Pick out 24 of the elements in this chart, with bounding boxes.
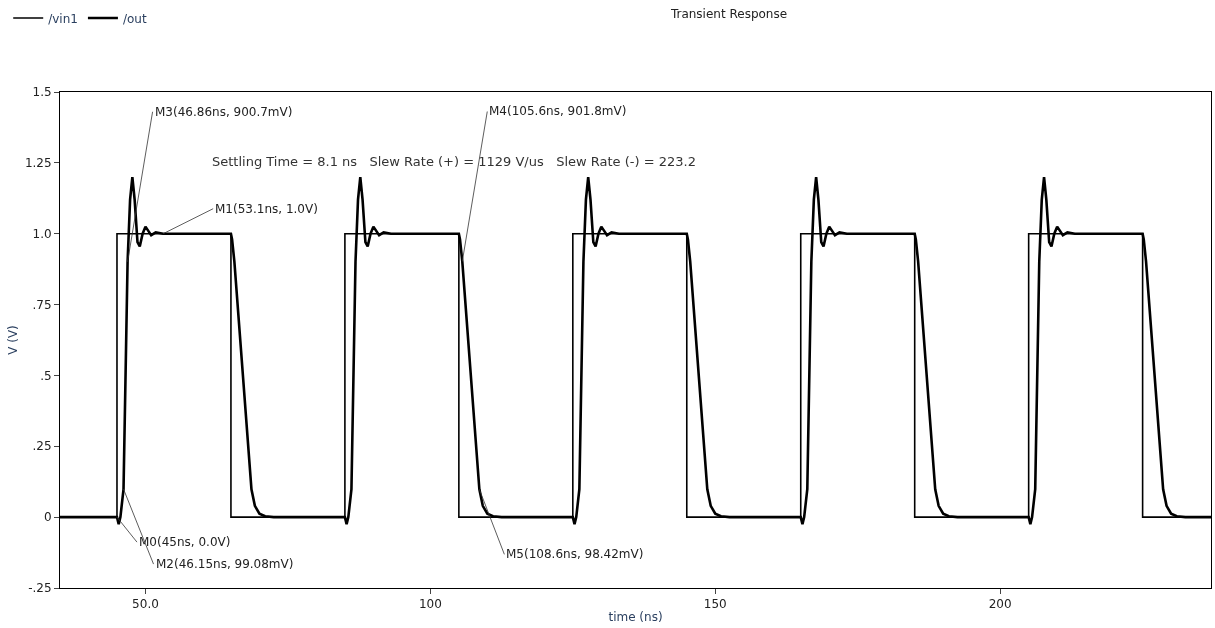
y-tick-label: .75 — [32, 297, 52, 312]
x-tick-label: 100 — [418, 597, 442, 612]
legend-label: /out — [122, 11, 147, 26]
y-tick-label: 0 — [43, 510, 52, 525]
y-axis-title: V (V) — [6, 325, 21, 355]
x-axis-title: time (ns) — [608, 610, 663, 625]
annotation: M0(45ns, 0.0V) — [139, 535, 231, 549]
annotation: Settling Time = 8.1 ns Slew Rate (+) = 1129 V/us Slew Rate (-) = 223.2 — [212, 154, 696, 169]
y-tick-label: 1.5 — [32, 85, 52, 100]
annotation: M2(46.15ns, 99.08mV) — [156, 557, 294, 571]
annotation: M5(108.6ns, 98.42mV) — [506, 547, 644, 561]
y-tick-label: -.25 — [28, 581, 52, 596]
y-tick-label: .5 — [40, 368, 52, 383]
annotation: M1(53.1ns, 1.0V) — [215, 202, 318, 216]
annotation: M4(105.6ns, 901.8mV) — [489, 104, 627, 118]
x-tick-label: 150 — [703, 597, 727, 612]
y-tick-label: 1.0 — [32, 226, 52, 241]
x-tick-label: 50.0 — [132, 597, 159, 612]
legend-label: /vin1 — [48, 11, 78, 26]
chart-title: Transient Response — [669, 6, 788, 21]
y-tick-label: 1.25 — [24, 156, 52, 171]
annotation: M3(46.86ns, 900.7mV) — [155, 105, 293, 119]
y-tick-label: .25 — [32, 439, 52, 454]
x-tick-label: 200 — [988, 597, 1012, 612]
